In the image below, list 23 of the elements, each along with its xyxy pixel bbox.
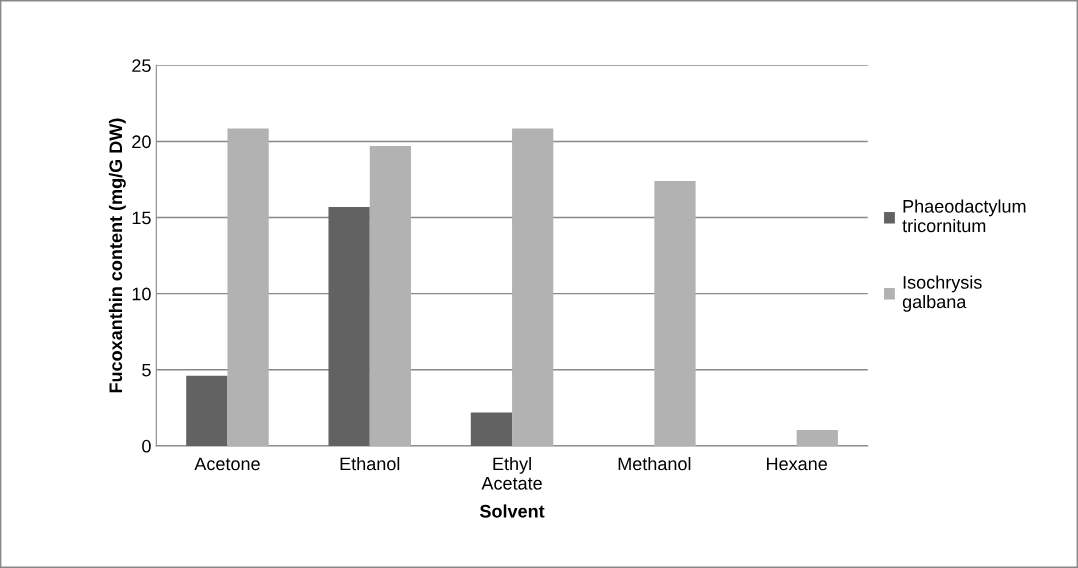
x-tick-label: Ethyl Acetate — [481, 456, 542, 490]
x-tick-label: Methanol — [618, 456, 691, 471]
x-tick-label: Ethanol — [340, 456, 400, 471]
bar — [369, 146, 412, 446]
legend-label: Phaeodactylum tricornitum — [902, 199, 1026, 233]
bar — [654, 181, 696, 446]
bar — [796, 429, 838, 446]
x-tick-label: Hexane — [767, 457, 827, 471]
x-axis-title: Solvent — [479, 504, 545, 518]
y-tick-label: 20 — [132, 135, 151, 149]
bar — [227, 128, 269, 446]
y-tick-label: 10 — [132, 287, 151, 301]
legend-label: Isochrysis galbana — [902, 275, 982, 312]
y-tick-label: 0 — [142, 439, 151, 453]
bar — [186, 375, 228, 446]
bar — [470, 412, 513, 446]
bar — [512, 128, 554, 446]
y-tick-label: 15 — [132, 211, 151, 225]
y-tick-label: 25 — [132, 59, 151, 73]
bar — [328, 206, 370, 446]
y-axis-title: Fucoxanthin content (mg/G DW) — [108, 118, 126, 393]
x-tick-label: Acetone — [194, 457, 260, 471]
y-tick-label: 5 — [142, 363, 151, 377]
